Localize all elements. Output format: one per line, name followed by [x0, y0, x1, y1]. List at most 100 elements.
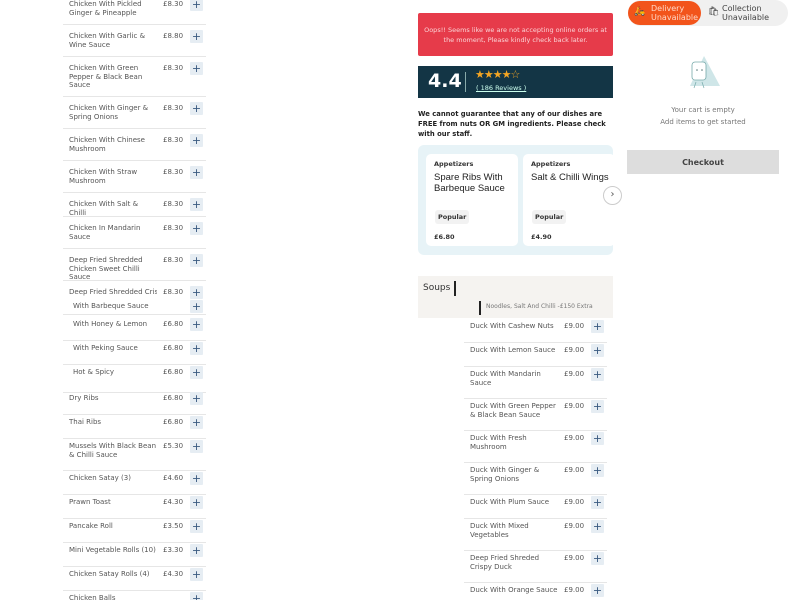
add-item-button[interactable]: + [190, 592, 203, 600]
delivery-scooter-icon: 🛵 [634, 7, 646, 17]
add-item-button[interactable]: + [591, 584, 604, 597]
add-item-button[interactable]: + [190, 496, 203, 509]
add-item-button[interactable]: + [190, 416, 203, 429]
item-price: £4.60 [163, 474, 184, 482]
item-price: £8.30 [163, 224, 184, 232]
add-item-button[interactable]: + [190, 342, 203, 355]
item-name: Deep Fried Shredded Chicken Sweet Chilli… [69, 256, 143, 281]
popular-badge: Popular [532, 210, 567, 224]
menu-item: Thai Ribs £6.80 + [63, 416, 206, 439]
menu-item: Mussels With Black Bean & Chilli Sauce £5… [63, 440, 206, 471]
chevron-right-icon[interactable]: › [603, 186, 622, 205]
item-name: Duck With Ginger & Spring Onions [470, 466, 540, 483]
item-name: Duck With Mixed Vegetables [470, 522, 529, 539]
reviews-link[interactable]: ( 186 Reviews ) [476, 84, 527, 92]
add-item-button[interactable]: + [591, 496, 604, 509]
add-item-button[interactable]: + [190, 520, 203, 533]
menu-item: Dry Ribs £6.80 + [63, 392, 206, 415]
add-item-button[interactable]: + [591, 344, 604, 357]
add-item-button[interactable]: + [190, 544, 203, 557]
item-price: £9.00 [564, 434, 585, 442]
item-price: £9.00 [564, 402, 585, 410]
add-item-button[interactable]: + [190, 62, 203, 75]
add-item-button[interactable]: + [190, 392, 203, 405]
add-item-button[interactable]: + [190, 568, 203, 581]
add-item-button[interactable]: + [591, 552, 604, 565]
add-item-button[interactable]: + [591, 520, 604, 533]
popular-card[interactable]: Appetizers Salt & Chilli Wings Popular £… [523, 154, 613, 246]
item-name: Mussels With Black Bean & Chilli Sauce [69, 442, 157, 459]
menu-item: Chicken Satay (3) £4.60 + [63, 472, 206, 495]
item-name: Hot & Spicy [73, 368, 115, 376]
popular-badge: Popular [435, 210, 470, 224]
add-item-button[interactable]: + [591, 400, 604, 413]
menu-list-appetizers: With Barbeque Sauce + With Honey & Lemon £6… [63, 300, 206, 600]
menu-item: Duck With Ginger & Spring Onions £9.00 + [464, 464, 607, 495]
rating-panel: 4.4 ★★★★☆ ( 186 Reviews ) [418, 66, 613, 98]
item-price: £8.80 [163, 32, 184, 40]
item-price: £8.30 [163, 0, 184, 8]
add-item-button[interactable]: + [190, 134, 203, 147]
menu-item: With Barbeque Sauce + [63, 300, 206, 315]
delivery-option[interactable]: 🛵 Delivery Unavailable [628, 1, 701, 25]
item-price: £3.30 [163, 546, 184, 554]
item-price: £9.00 [564, 466, 585, 474]
item-price: £4.30 [163, 498, 184, 506]
add-item-button[interactable]: + [190, 366, 203, 379]
add-item-button[interactable]: + [591, 464, 604, 477]
empty-cart-illustration [690, 56, 720, 89]
tab-soups[interactable]: Soups [423, 283, 451, 293]
item-price: £8.30 [163, 168, 184, 176]
category-note-bar: Noodles, Salt And Chilli -£150 Extra [418, 300, 613, 318]
add-item-button[interactable]: + [190, 166, 203, 179]
item-price: £6.80 [163, 368, 184, 376]
add-item-button[interactable]: + [190, 286, 203, 299]
item-price: £8.30 [163, 288, 184, 296]
collection-option[interactable]: 🛍 Collection Unavailable [708, 1, 786, 25]
item-name: Duck With Mandarin Sauce [470, 370, 541, 387]
menu-item: Deep Fried Shredded Chicken Sweet Chilli… [63, 254, 206, 281]
add-item-button[interactable]: + [190, 198, 203, 211]
add-item-button[interactable]: + [190, 102, 203, 115]
add-item-button[interactable]: + [190, 254, 203, 267]
item-price: £9.00 [564, 322, 585, 330]
card-category: Appetizers [531, 160, 571, 168]
add-item-button[interactable]: + [591, 432, 604, 445]
item-price: £9.00 [564, 522, 585, 530]
add-item-button[interactable]: + [591, 320, 604, 333]
add-item-button[interactable]: + [190, 30, 203, 43]
item-name: Pancake Roll [69, 522, 113, 530]
add-item-button[interactable]: + [190, 472, 203, 485]
cart-empty-title: Your cart is empty [671, 106, 735, 114]
menu-item: Duck With Orange Sauce £9.00 + [464, 584, 607, 600]
card-category: Appetizers [434, 160, 474, 168]
item-name: Chicken With Chinese Mushroom [69, 136, 145, 153]
menu-item: Pancake Roll £3.50 + [63, 520, 206, 543]
menu-item: With Honey & Lemon £6.80 + [63, 318, 206, 341]
add-item-button[interactable]: + [190, 318, 203, 331]
item-name: Chicken With Ginger & Spring Onions [69, 104, 149, 121]
add-item-button[interactable]: + [190, 0, 203, 11]
add-item-button[interactable]: + [190, 222, 203, 235]
add-item-button[interactable]: + [190, 300, 203, 313]
menu-item: Chicken Balls + [63, 592, 206, 600]
add-item-button[interactable]: + [190, 440, 203, 453]
menu-item: Chicken With Straw Mushroom £8.30 + [63, 166, 206, 193]
checkout-button[interactable]: Checkout [627, 150, 779, 174]
add-item-button[interactable]: + [591, 368, 604, 381]
item-price: £6.80 [163, 394, 184, 402]
menu-item: Chicken With Green Pepper & Black Bean S… [63, 62, 206, 97]
menu-item: With Peking Sauce £6.80 + [63, 342, 206, 365]
menu-item: Duck With Plum Sauce £9.00 + [464, 496, 607, 519]
menu-list-duck: Duck With Cashew Nuts £9.00 + Duck With Lem… [464, 318, 607, 600]
category-tab-bar: Soups [418, 276, 613, 300]
popular-card[interactable]: Appetizers Spare Ribs With Barbeque Sauc… [426, 154, 518, 246]
allergy-notice: We cannot guarantee that any of our dish… [418, 110, 606, 138]
item-name: Chicken In Mandarin Sauce [69, 224, 141, 241]
menu-item: Chicken With Ginger & Spring Onions £8.30… [63, 102, 206, 129]
cart-empty-subtitle: Add items to get started [660, 118, 746, 126]
item-price: £6.80 [163, 418, 184, 426]
item-name: Chicken With Garlic & Wine Sauce [69, 32, 146, 49]
item-name: Deep Fried Shreded Crispy Duck [470, 554, 540, 571]
item-name: Chicken Satay Rolls (4) [69, 570, 150, 578]
